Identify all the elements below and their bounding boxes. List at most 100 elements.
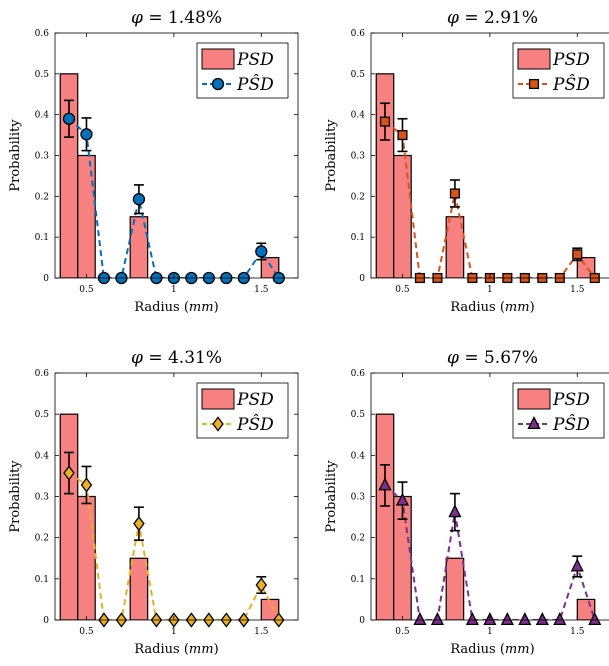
chart-panel-3: 0 0.1 0.2 0.3 0.4 0.5 0.6 0.5 1 1.5 Radius (mm) Pro… — [8, 348, 299, 657]
bar — [445, 557, 465, 620]
x-axis-label: Radius (mm) — [450, 642, 534, 657]
data-point — [413, 611, 427, 626]
data-point — [80, 128, 93, 141]
data-point — [63, 465, 75, 481]
x-tick-label: 1 — [171, 285, 177, 295]
x-tick-label: 1 — [487, 627, 493, 637]
y-tick-label: 0.2 — [35, 192, 49, 202]
y-tick-label: 0 — [43, 274, 49, 284]
y-tick-label: 0.2 — [351, 192, 365, 202]
plot-content — [375, 413, 596, 620]
data-point — [535, 611, 549, 626]
legend-bar-swatch — [201, 48, 235, 70]
legend-label-pshatd: PŜD — [236, 74, 274, 95]
plot-content — [59, 413, 280, 620]
bar — [77, 495, 96, 620]
y-axis-label: Probability — [324, 460, 339, 533]
legend-label-psd: PSD — [552, 390, 590, 410]
y-tick-label: 0.4 — [35, 451, 50, 461]
x-tick-label: 0.5 — [79, 627, 94, 637]
x-tick-label: 0.5 — [395, 627, 410, 637]
y-tick-label: 0.2 — [35, 534, 49, 544]
data-point — [255, 245, 268, 258]
data-point — [572, 249, 583, 260]
bar — [393, 154, 412, 278]
bar — [59, 413, 79, 620]
chart-panel-2: 0 0.1 0.2 0.3 0.4 0.5 0.6 0.5 1 1.5 Radius (mm) Pro… — [324, 8, 609, 315]
data-point — [80, 477, 93, 493]
legend-marker — [212, 416, 224, 432]
y-tick-label: 0.5 — [35, 70, 50, 80]
y-tick-label: 0.4 — [35, 111, 50, 121]
data-point — [553, 611, 567, 626]
y-tick-label: 0.4 — [351, 451, 366, 461]
data-point — [448, 504, 462, 518]
x-axis-label: Radius (mm) — [134, 642, 218, 657]
x-tick-label: 1 — [171, 627, 177, 637]
legend-bar-swatch — [517, 388, 551, 410]
y-tick-label: 0.5 — [35, 410, 50, 420]
data-point — [255, 577, 268, 593]
data-point — [395, 492, 410, 506]
legend: PSD PŜD — [196, 382, 289, 439]
data-point — [132, 193, 146, 206]
x-tick-label: 0.5 — [395, 285, 410, 295]
y-tick-label: 0 — [359, 616, 365, 626]
chart-panel-1: 0 0.1 0.2 0.3 0.4 0.5 0.6 0.5 1 1.5 Radius (mm) Pro… — [8, 8, 299, 315]
x-tick-label: 1.5 — [570, 627, 585, 637]
y-tick-label: 0.5 — [351, 410, 366, 420]
y-tick-label: 0.5 — [351, 70, 366, 80]
legend-bar-swatch — [517, 48, 551, 70]
legend: PSD PŜD — [512, 42, 605, 99]
y-axis-label: Probability — [324, 119, 339, 192]
y-axis-label: Probability — [8, 119, 23, 192]
data-point — [397, 130, 408, 141]
y-tick-label: 0.3 — [35, 493, 50, 503]
y-tick-label: 0.6 — [351, 29, 366, 39]
x-tick-label: 1.5 — [254, 627, 269, 637]
legend-label-psd: PSD — [552, 50, 590, 70]
chart-title: φ = 1.48% — [131, 8, 222, 28]
chart-title: φ = 5.67% — [447, 348, 538, 368]
bar — [375, 413, 395, 620]
bar — [77, 154, 96, 278]
x-axis-label: Radius (mm) — [134, 300, 218, 315]
x-tick-label: 1.5 — [254, 285, 269, 295]
y-tick-label: 0.1 — [35, 233, 49, 243]
y-tick-label: 0.4 — [351, 111, 366, 121]
legend: PSD PŜD — [196, 42, 289, 99]
y-tick-label: 0.6 — [35, 369, 50, 379]
y-tick-label: 0.3 — [35, 152, 50, 162]
legend-bar-swatch — [201, 388, 235, 410]
chart-panel-4: 0 0.1 0.2 0.3 0.4 0.5 0.6 0.5 1 1.5 Radius (mm) Pro… — [324, 348, 609, 657]
x-axis-label: Radius (mm) — [450, 300, 534, 315]
y-tick-label: 0.1 — [351, 233, 365, 243]
data-point — [518, 611, 532, 626]
bar — [576, 598, 596, 620]
bar — [445, 216, 465, 278]
data-point — [500, 611, 514, 626]
legend-label-pshatd: PŜD — [552, 74, 590, 95]
y-tick-label: 0.6 — [35, 29, 50, 39]
y-tick-label: 0.1 — [351, 575, 365, 585]
y-tick-label: 0.3 — [351, 493, 366, 503]
legend-marker — [527, 415, 541, 430]
data-point — [570, 558, 584, 572]
y-tick-label: 0.3 — [351, 152, 366, 162]
data-point — [62, 112, 76, 125]
y-tick-label: 0 — [359, 274, 365, 284]
y-tick-label: 0.6 — [351, 369, 366, 379]
y-axis-label: Probability — [8, 460, 23, 533]
data-point — [378, 477, 392, 491]
chart-title: φ = 2.91% — [447, 8, 538, 28]
data-point — [449, 188, 460, 199]
legend-marker — [528, 78, 540, 90]
y-tick-label: 0 — [43, 616, 49, 626]
y-tick-label: 0.2 — [351, 534, 365, 544]
legend-marker — [211, 77, 225, 91]
x-tick-label: 1.5 — [570, 285, 585, 295]
bar — [260, 598, 280, 620]
data-point — [430, 611, 444, 626]
chart-title: φ = 4.31% — [131, 348, 222, 368]
